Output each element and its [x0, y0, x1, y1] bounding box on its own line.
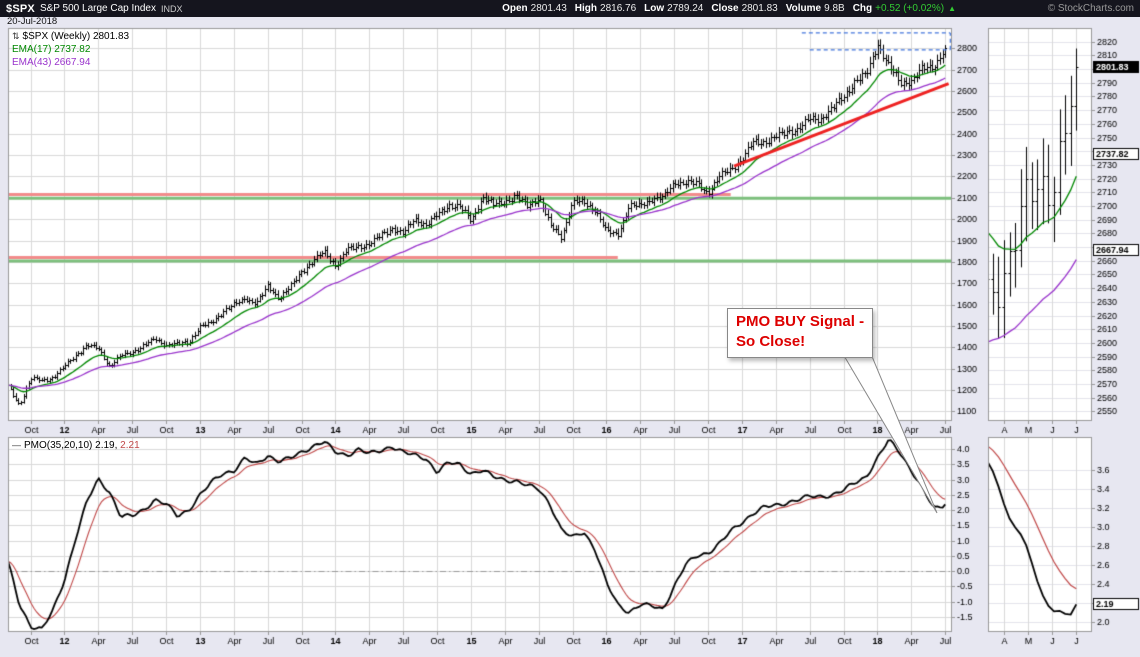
annotation-line1: PMO BUY Signal - [736, 313, 865, 330]
quote-high-value: 2816.76 [600, 3, 637, 14]
quote-strip: Open 2801.43 High 2816.76 Low 2789.24 Close… [494, 3, 956, 14]
main-price-chart [0, 26, 986, 435]
zoom-price-chart [986, 26, 1140, 435]
pmo-style-icon: — [12, 440, 21, 450]
pmo-indicator-chart [0, 435, 986, 657]
quote-volume-value: 9.8B [824, 3, 845, 14]
pmo-legend-label: PMO(35,20,10) 2.19, [24, 440, 118, 451]
quote-open-value: 2801.43 [530, 3, 567, 14]
pmo-legend: — PMO(35,20,10) 2.19, 2.21 [12, 439, 140, 452]
price-legend: ⇅ $SPX (Weekly) 2801.83 EMA(17) 2737.82 E… [12, 30, 129, 69]
pmo-signal-value: 2.21 [120, 440, 140, 451]
annotation-pmo-buy-signal: PMO BUY Signal - So Close! [727, 308, 874, 358]
chart-date: 20-Jul-2018 [7, 16, 58, 27]
chart-header-bar: $SPX S&P 500 Large Cap Index INDX Open 28… [0, 0, 1140, 17]
exchange-tag: INDX [160, 3, 183, 14]
quote-open-label: Open [502, 3, 528, 14]
ema43-legend-label: EMA(43) 2667.94 [12, 57, 91, 68]
ohlc-style-icon: ⇅ [12, 31, 20, 41]
quote-chg-label: Chg [852, 3, 873, 14]
quote-chg-value: +0.52 (+0.02%) [875, 3, 945, 14]
index-name: S&P 500 Large Cap Index [39, 3, 156, 14]
quote-close-label: Close [711, 3, 739, 14]
quote-volume-label: Volume [785, 3, 822, 14]
quote-close-value: 2801.83 [741, 3, 778, 14]
zoom-pmo-chart [986, 435, 1140, 657]
quote-high-label: High [574, 3, 598, 14]
symbol: $SPX [6, 2, 35, 15]
annotation-line2: So Close! [736, 333, 806, 351]
ema17-legend-label: EMA(17) 2737.82 [12, 44, 91, 55]
change-up-arrow-icon: ▲ [948, 4, 956, 13]
quote-low-label: Low [644, 3, 665, 14]
quote-low-value: 2789.24 [667, 3, 704, 14]
price-legend-label: $SPX (Weekly) 2801.83 [22, 31, 130, 42]
stockcharts-copyright-link[interactable]: © StockCharts.com [1047, 3, 1134, 14]
